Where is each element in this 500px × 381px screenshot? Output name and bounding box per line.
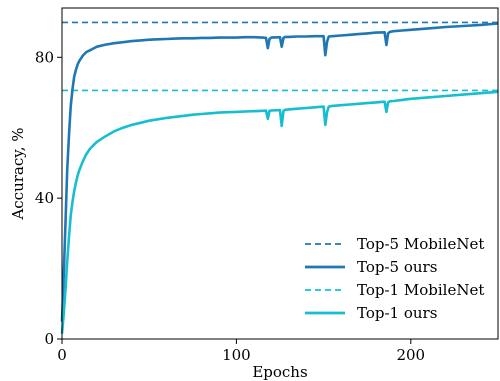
legend-label: Top-1 MobileNet — [357, 281, 484, 299]
series-line — [60, 90, 499, 334]
reference-lines — [62, 21, 498, 92]
x-axis-ticks: 0 100 200 — [57, 339, 425, 364]
x-tick-label: 200 — [396, 346, 425, 364]
legend-label: Top-5 MobileNet — [357, 235, 484, 253]
y-tick-label: 0 — [44, 330, 54, 348]
y-axis-label: Accuracy, % — [9, 127, 27, 220]
series-line — [60, 22, 499, 322]
x-tick-label: 0 — [57, 346, 67, 364]
legend: Top-5 MobileNet Top-5 ours Top-1 MobileNet… — [305, 235, 484, 322]
axes-frame — [61, 7, 499, 340]
y-tick-label: 80 — [35, 48, 54, 66]
x-tick-label: 100 — [222, 346, 251, 364]
legend-label: Top-1 ours — [357, 304, 437, 322]
y-axis-ticks: 0 40 80 — [35, 48, 62, 348]
y-tick-label: 40 — [35, 189, 54, 207]
x-axis-label: Epochs — [252, 363, 307, 381]
legend-label: Top-5 ours — [357, 258, 437, 276]
series-lines — [60, 22, 499, 334]
